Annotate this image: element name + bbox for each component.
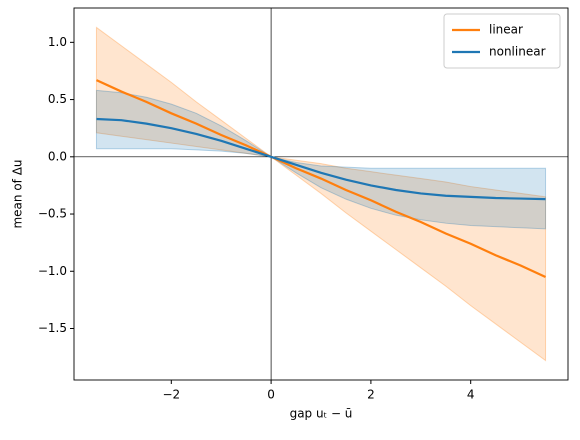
y-tick-label: 0.0 (48, 149, 67, 163)
x-axis-label: gap uₜ − ū (290, 407, 353, 421)
x-tick-label: 4 (467, 388, 475, 402)
legend-label: nonlinear (489, 45, 546, 59)
legend-box (443, 13, 561, 69)
y-axis-label: mean of Δu (11, 159, 25, 228)
y-tick-label: −1.5 (38, 321, 67, 335)
plot-frame (73, 7, 569, 381)
line (95, 79, 547, 278)
y-tick-label: 1.0 (48, 35, 67, 49)
y-tick-label: −1.0 (38, 264, 67, 278)
line (96, 117, 546, 201)
x-tick-label: 2 (367, 388, 375, 402)
y-tick-label: 0.5 (48, 92, 67, 106)
x-tick-label: −2 (162, 388, 180, 402)
legend-label: linear (489, 23, 523, 37)
y-tick-label: −0.5 (38, 207, 67, 221)
confidence-band (95, 26, 547, 362)
x-tick-label: 0 (267, 388, 275, 402)
confidence-band (95, 89, 547, 230)
